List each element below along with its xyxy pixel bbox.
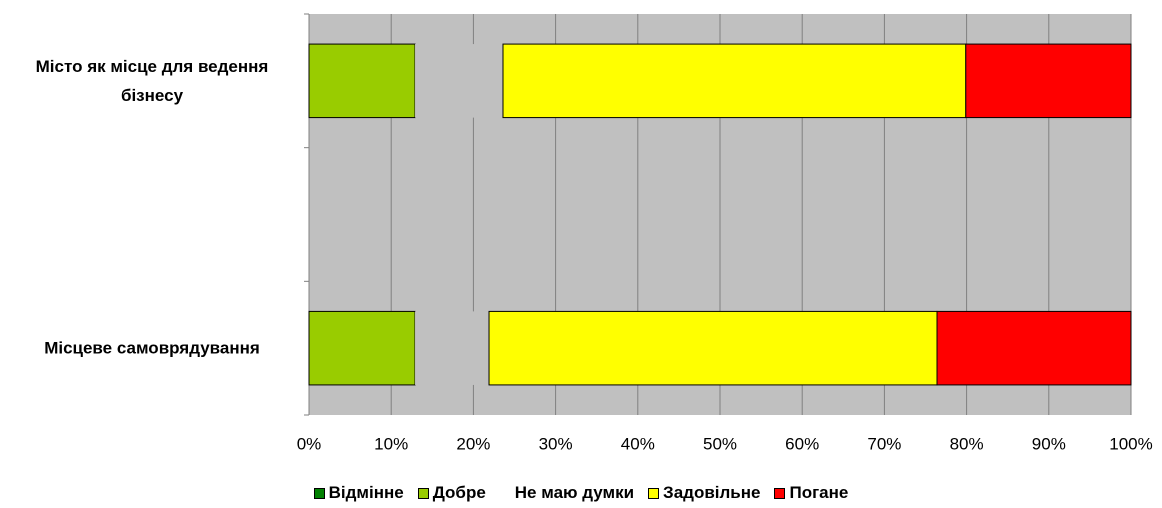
- legend-swatch: [648, 487, 660, 499]
- x-tick-label: 30%: [539, 434, 573, 453]
- x-tick-label: 60%: [785, 434, 819, 453]
- legend-label: Не маю думки: [514, 483, 635, 502]
- x-tick-label: 0%: [297, 434, 322, 453]
- legend: Відмінне Добре Не маю думки Задовільне Поган…: [0, 483, 1162, 503]
- y-tick-label: Місцеве самоврядування: [44, 338, 260, 358]
- legend-item: Погане: [774, 483, 848, 503]
- x-tick-label: 90%: [1032, 434, 1066, 453]
- x-tick-label: 70%: [867, 434, 901, 453]
- bar-segment: [415, 311, 490, 385]
- legend-label: Відмінне: [328, 483, 404, 502]
- bar-segment: [488, 310, 938, 386]
- legend-item: Задовільне: [648, 483, 760, 503]
- bar-segment: [965, 43, 1132, 119]
- legend-swatch: [313, 487, 325, 499]
- x-tick-label: 40%: [621, 434, 655, 453]
- x-tick-label: 100%: [1109, 434, 1152, 453]
- bar-segment: [415, 44, 503, 118]
- legend-label: Задовільне: [663, 483, 761, 502]
- legend-item: Відмінне: [313, 483, 404, 503]
- x-tick-label: 50%: [703, 434, 737, 453]
- bar-segment: [308, 43, 416, 119]
- bar-segment: [308, 310, 416, 386]
- y-tick-label: Місто як місце для ведення бізнесу: [35, 56, 269, 105]
- x-tick-label: 80%: [950, 434, 984, 453]
- legend-item: Добре: [417, 483, 486, 503]
- legend-item: Не маю думки: [500, 483, 634, 503]
- bar-segment: [936, 310, 1132, 386]
- legend-swatch: [417, 487, 429, 499]
- legend-swatch: [774, 487, 786, 499]
- bar-segment: [502, 43, 967, 119]
- legend-label: Добре: [432, 483, 486, 502]
- legend-label: Погане: [789, 483, 849, 502]
- x-tick-label: 10%: [374, 434, 408, 453]
- x-tick-label: 20%: [456, 434, 490, 453]
